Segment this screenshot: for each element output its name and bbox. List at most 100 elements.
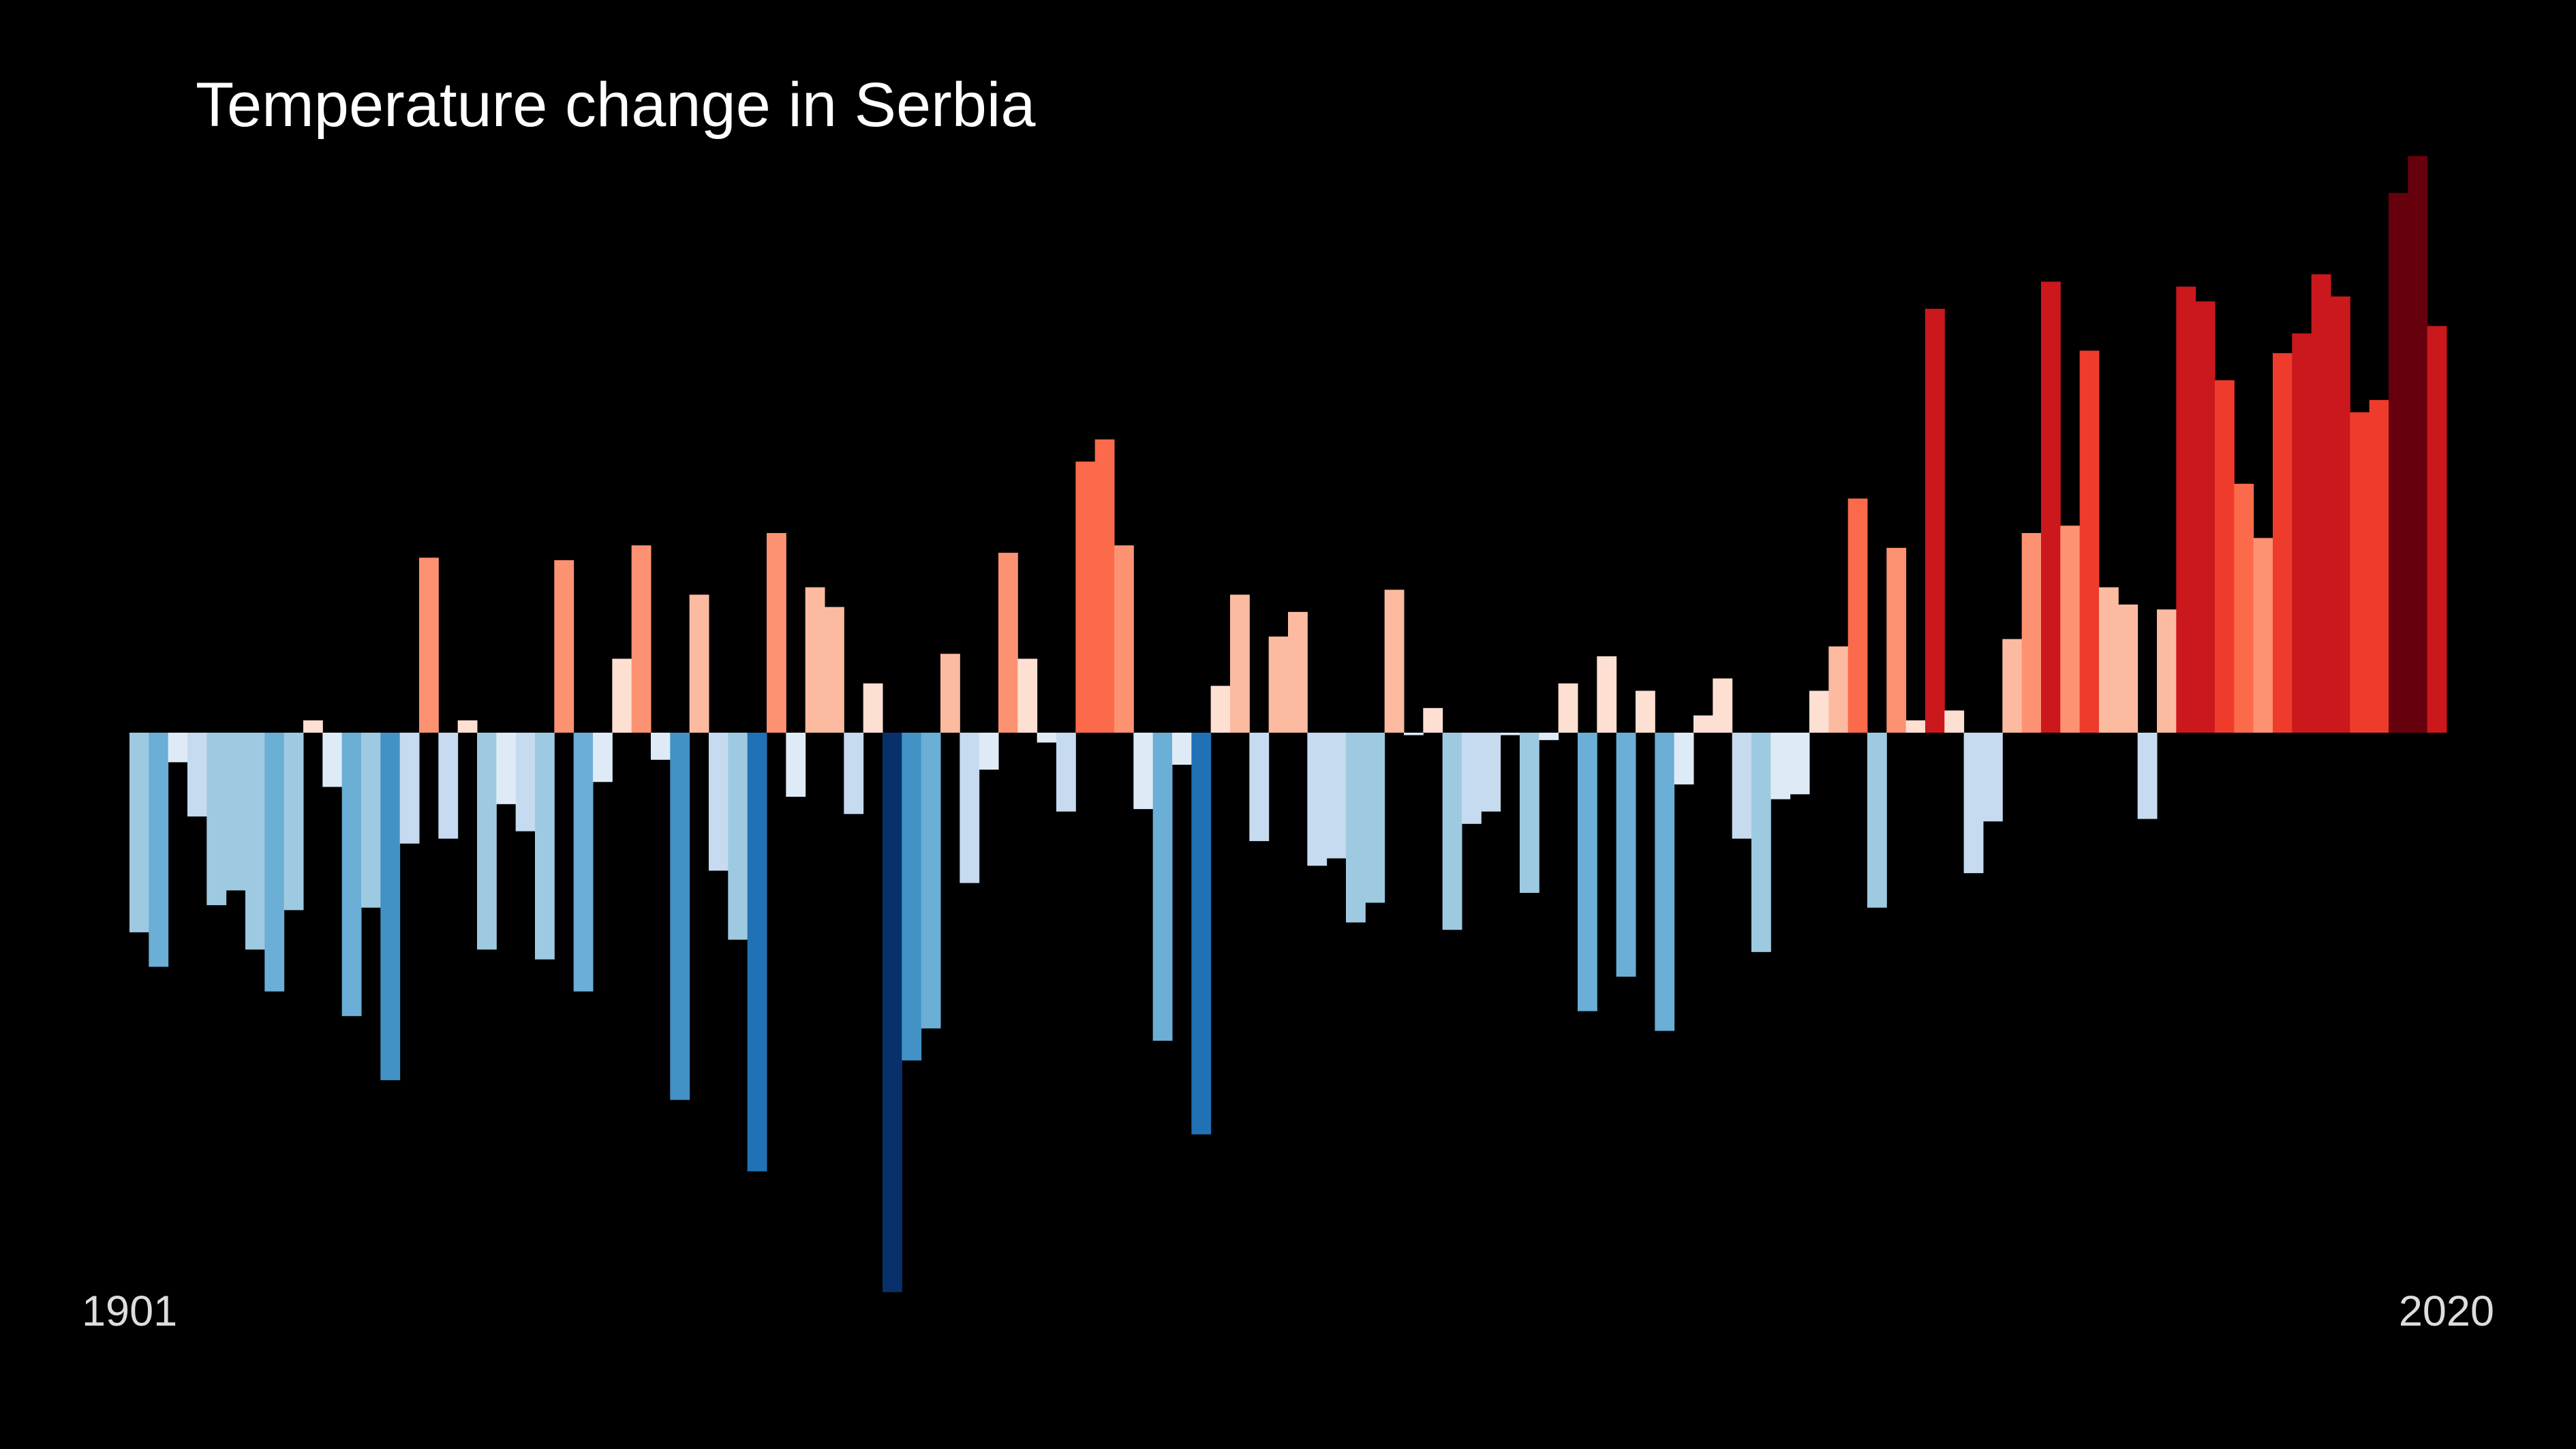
bar (1152, 733, 1173, 1041)
bar (1674, 733, 1694, 784)
chart-title: Temperature change in Serbia (196, 70, 1036, 140)
bar (1732, 733, 1752, 839)
bar (1809, 690, 1829, 733)
bar (998, 553, 1018, 733)
bar (535, 733, 555, 960)
bar (283, 733, 304, 911)
bar (709, 733, 729, 871)
bar (149, 733, 169, 967)
bar (747, 733, 767, 1172)
bar (2041, 281, 2061, 733)
bar (805, 587, 825, 733)
bar (1172, 733, 1192, 765)
bar (593, 733, 613, 782)
bar (1636, 690, 1655, 733)
bar (1384, 590, 1405, 733)
bar (554, 560, 574, 733)
bar (1037, 733, 1057, 743)
bar (631, 545, 651, 733)
bar (1770, 733, 1791, 799)
bar (1346, 733, 1366, 923)
bar (612, 658, 632, 733)
bar (1616, 733, 1636, 977)
bar (1713, 678, 1733, 733)
bar (168, 733, 188, 763)
bar (1886, 547, 1907, 733)
bar (1558, 683, 1578, 733)
bar (940, 654, 960, 733)
x-tick-label: 1901 (82, 1287, 177, 1335)
bar (1539, 733, 1559, 740)
bar (2137, 733, 2158, 819)
bar (728, 733, 748, 940)
bar (1925, 309, 1945, 733)
bar (477, 733, 497, 950)
bar (1268, 636, 1289, 733)
bar (322, 733, 343, 787)
bar (1520, 733, 1539, 894)
bar (689, 594, 709, 733)
bar (1133, 733, 1154, 810)
bar (438, 733, 459, 839)
bar (2002, 639, 2023, 733)
bar (1404, 733, 1424, 735)
bar (1075, 461, 1096, 733)
bar (1288, 611, 1308, 733)
bar (2079, 350, 2100, 733)
bar (863, 683, 883, 733)
bar (651, 733, 671, 760)
bar (1693, 715, 1713, 733)
bar (1963, 733, 1984, 874)
bar (2118, 604, 2138, 733)
bar (1867, 733, 1887, 908)
bar (1365, 733, 1385, 903)
bar (2176, 286, 2196, 733)
bar (1481, 733, 1501, 812)
bar (1307, 733, 1328, 866)
bar (2253, 538, 2273, 733)
bar (2389, 193, 2408, 733)
bar (303, 720, 323, 733)
bar (1847, 498, 1868, 733)
bar (361, 733, 381, 908)
bar (1655, 733, 1675, 1031)
bar (1210, 686, 1231, 733)
bar (496, 733, 517, 804)
bar (419, 558, 439, 733)
bar (960, 733, 980, 883)
bar (1983, 733, 2003, 822)
bar (1249, 733, 1270, 842)
bar (341, 733, 362, 1016)
bar (670, 733, 690, 1100)
bar (1597, 656, 1617, 733)
bar (1828, 646, 1849, 733)
bar (264, 733, 285, 992)
bar (187, 733, 207, 817)
bar (767, 533, 786, 733)
bar (786, 733, 806, 797)
bar (206, 733, 227, 906)
bar (2060, 525, 2081, 733)
bar (1751, 733, 1771, 952)
bar (1114, 545, 1134, 733)
bar (129, 733, 149, 932)
bar (921, 733, 941, 1028)
bar (844, 733, 864, 814)
bar (1905, 720, 1926, 733)
bar (2292, 333, 2312, 733)
bar (1944, 710, 1965, 733)
bar (902, 733, 922, 1061)
bar (1230, 594, 1250, 733)
bar (825, 607, 844, 733)
bar (380, 733, 401, 1080)
bar (2408, 155, 2428, 733)
bar (1790, 733, 1810, 795)
bar (2215, 380, 2235, 733)
bar (1326, 733, 1347, 859)
bar (1462, 733, 1482, 824)
bar (1056, 733, 1076, 812)
bar (2099, 587, 2119, 733)
bar (515, 733, 536, 832)
bar (883, 733, 902, 1292)
bar (2273, 353, 2293, 733)
